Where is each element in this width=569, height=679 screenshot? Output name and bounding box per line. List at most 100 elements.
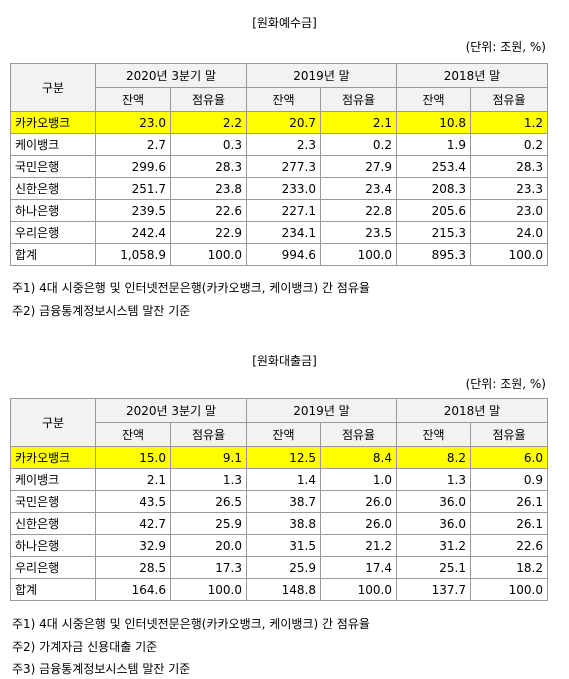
cell: 38.8: [246, 512, 321, 535]
cell: 253.4: [396, 155, 471, 178]
cell: 137.7: [396, 578, 471, 601]
unit-label: (단위: 조원, %): [465, 40, 546, 54]
cell: 239.5: [95, 199, 171, 222]
cell: 100.0: [320, 578, 397, 601]
cell: 100.0: [170, 243, 247, 266]
cell: 20.7: [246, 111, 321, 134]
cell: 299.6: [95, 155, 171, 178]
header-cell: 잔액: [246, 422, 321, 447]
header-cell: 잔액: [396, 422, 471, 447]
header-row: 구분 2020년 3분기 말 2019년 말 2018년 말: [10, 63, 548, 112]
row-label: 국민은행: [10, 490, 96, 513]
cell: 28.3: [470, 155, 548, 178]
table-row: 카카오뱅크 23.0 2.2 20.7 2.1 10.8 1.2: [10, 111, 548, 134]
row-label: 신한은행: [10, 512, 96, 535]
row-label: 케이뱅크: [10, 133, 96, 156]
cell: 100.0: [470, 243, 548, 266]
cell: 26.1: [470, 490, 548, 513]
cell: 0.9: [470, 468, 548, 491]
cell: 8.2: [396, 446, 471, 469]
cell: 31.5: [246, 534, 321, 557]
row-label: 우리은행: [10, 221, 96, 244]
unit-label: (단위: 조원, %): [465, 377, 546, 391]
row-label: 하나은행: [10, 534, 96, 557]
cell: 25.1: [396, 556, 471, 579]
table-row: 하나은행 32.9 20.0 31.5 21.2 31.2 22.6: [10, 534, 548, 557]
cell: 23.0: [470, 199, 548, 222]
section-title: [원화예수금]: [252, 16, 317, 30]
cell: 22.6: [170, 199, 247, 222]
cell: 23.0: [95, 111, 171, 134]
cell: 2.1: [320, 111, 397, 134]
header-cell: 잔액: [246, 87, 321, 112]
cell: 0.2: [320, 133, 397, 156]
header-cell: 2020년 3분기 말: [95, 398, 247, 423]
cell: 251.7: [95, 177, 171, 200]
row-label: 하나은행: [10, 199, 96, 222]
cell: 9.1: [170, 446, 247, 469]
cell: 100.0: [170, 578, 247, 601]
cell: 15.0: [95, 446, 171, 469]
cell: 17.4: [320, 556, 397, 579]
cell: 1.4: [246, 468, 321, 491]
note: 주2) 가계자금 신용대출 기준: [12, 640, 158, 654]
header-cell: 2019년 말: [246, 398, 397, 423]
header-cell: 2018년 말: [396, 398, 548, 423]
cell: 25.9: [246, 556, 321, 579]
cell: 994.6: [246, 243, 321, 266]
cell: 0.2: [470, 133, 548, 156]
cell: 36.0: [396, 490, 471, 513]
data-table: 구분 2020년 3분기 말 2019년 말 2018년 말 잔액 점유율 잔액 점유율 잔액 점…: [10, 63, 548, 266]
header-cell: 점유율: [470, 87, 548, 112]
table-row: 신한은행 42.7 25.9 38.8 26.0 36.0 26.1: [10, 512, 548, 535]
row-label: 합계: [10, 243, 96, 266]
header-cell: 점유율: [320, 87, 397, 112]
header-cell: 구분: [10, 398, 96, 447]
cell: 277.3: [246, 155, 321, 178]
table-row: 우리은행 242.4 22.9 234.1 23.5 215.3 24.0: [10, 221, 548, 244]
table-row: 케이뱅크 2.7 0.3 2.3 0.2 1.9 0.2: [10, 133, 548, 156]
cell: 42.7: [95, 512, 171, 535]
cell: 1.0: [320, 468, 397, 491]
header-cell: 점유율: [170, 422, 247, 447]
header-cell: 구분: [10, 63, 96, 112]
header-cell: 잔액: [95, 422, 171, 447]
note: 주2) 금융통계정보시스템 말잔 기준: [12, 304, 191, 318]
header-cell: 점유율: [170, 87, 247, 112]
cell: 26.5: [170, 490, 247, 513]
row-label: 우리은행: [10, 556, 96, 579]
cell: 148.8: [246, 578, 321, 601]
header-cell: 2020년 3분기 말: [95, 63, 247, 88]
cell: 22.6: [470, 534, 548, 557]
table-row: 신한은행 251.7 23.8 233.0 23.4 208.3 23.3: [10, 177, 548, 200]
cell: 1.9: [396, 133, 471, 156]
table-row: 우리은행 28.5 17.3 25.9 17.4 25.1 18.2: [10, 556, 548, 579]
header-cell: 잔액: [396, 87, 471, 112]
cell: 2.2: [170, 111, 247, 134]
cell: 22.8: [320, 199, 397, 222]
cell: 22.9: [170, 221, 247, 244]
row-label: 카카오뱅크: [10, 111, 96, 134]
cell: 31.2: [396, 534, 471, 557]
cell: 26.0: [320, 512, 397, 535]
cell: 21.2: [320, 534, 397, 557]
row-label: 케이뱅크: [10, 468, 96, 491]
cell: 26.0: [320, 490, 397, 513]
cell: 23.4: [320, 177, 397, 200]
table-row: 합계 1,058.9 100.0 994.6 100.0 895.3 100.0: [10, 243, 548, 266]
cell: 23.5: [320, 221, 397, 244]
cell: 36.0: [396, 512, 471, 535]
cell: 10.8: [396, 111, 471, 134]
cell: 28.3: [170, 155, 247, 178]
data-table: 구분 2020년 3분기 말 2019년 말 2018년 말 잔액 점유율 잔액 점유율 잔액 점…: [10, 398, 548, 601]
cell: 20.0: [170, 534, 247, 557]
cell: 100.0: [320, 243, 397, 266]
cell: 32.9: [95, 534, 171, 557]
table-row: 국민은행 299.6 28.3 277.3 27.9 253.4 28.3: [10, 155, 548, 178]
note: 주1) 4대 시중은행 및 인터넷전문은행(카카오뱅크, 케이뱅크) 간 점유율: [12, 281, 370, 295]
cell: 233.0: [246, 177, 321, 200]
cell: 205.6: [396, 199, 471, 222]
cell: 23.3: [470, 177, 548, 200]
cell: 23.8: [170, 177, 247, 200]
cell: 8.4: [320, 446, 397, 469]
